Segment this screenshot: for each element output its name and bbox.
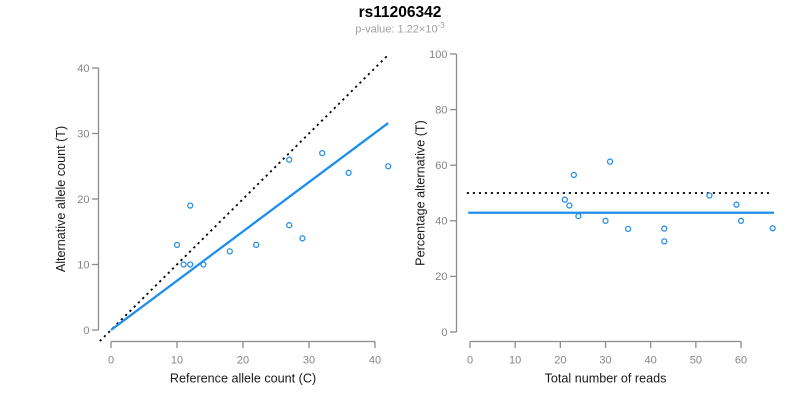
x-tick-label: 30: [303, 355, 315, 367]
data-point: [661, 238, 668, 245]
y-tick-label: 30: [77, 128, 89, 140]
data-point: [187, 202, 194, 209]
data-point: [606, 158, 614, 165]
right-panel: 0 20 40 60 80 100 0 10 20 30 40 50 60 Total number of…: [414, 49, 776, 386]
x-axis-title: Reference allele count (C): [170, 372, 316, 386]
pvalue-text: p-value: 1.22×10: [355, 23, 438, 36]
x-tick-label: 20: [554, 355, 566, 367]
x-tick-label: 60: [735, 355, 747, 367]
x-tick-label: 50: [690, 355, 702, 367]
y-tick-label: 40: [435, 216, 447, 228]
x-tick-label: 0: [467, 355, 473, 367]
data-point: [253, 241, 260, 249]
data-point: [299, 235, 306, 242]
y-tick-label: 20: [77, 194, 89, 206]
data-point: [385, 163, 392, 170]
y-tick-label: 20: [435, 271, 447, 283]
data-point: [187, 261, 194, 268]
data-point: [561, 196, 569, 203]
data-point: [570, 171, 578, 179]
data-point: [180, 261, 187, 268]
x-tick-label: 30: [599, 355, 611, 367]
data-point: [173, 241, 181, 249]
data-point: [200, 261, 207, 268]
x-tick-label: 20: [237, 355, 249, 367]
data-point: [226, 248, 233, 255]
data-point: [345, 169, 352, 176]
y-tick-label: 0: [441, 327, 447, 339]
y-axis-title: Alternative allele count (T): [54, 126, 68, 272]
identity-line: [99, 54, 389, 342]
data-point: [624, 225, 632, 233]
y-tick-label: 10: [77, 259, 89, 271]
x-tick-label: 40: [369, 355, 381, 367]
x-tick-label: 10: [171, 355, 183, 367]
data-point: [706, 192, 713, 199]
y-tick-label: 100: [429, 49, 447, 61]
x-tick-label: 40: [645, 355, 657, 367]
y-tick-label: 60: [435, 160, 447, 172]
data-point: [737, 217, 745, 224]
data-point: [566, 202, 573, 209]
y-tick-label: 40: [77, 63, 89, 75]
figure-subtitle: p-value: 1.22×10-3: [0, 21, 800, 36]
x-axis-title: Total number of reads: [545, 372, 667, 386]
left-panel: 0 10 20 30 40 0 10 20 30 40 Reference allele count…: [54, 54, 392, 386]
y-axis-title: Percentage alternative (T): [414, 120, 428, 266]
fit-line: [110, 122, 389, 331]
data-point: [769, 225, 776, 232]
x-tick-label: 0: [108, 355, 114, 367]
data-point: [286, 156, 293, 163]
y-tick-label: 0: [83, 325, 89, 337]
data-point: [661, 225, 668, 232]
data-point: [286, 222, 293, 229]
pvalue-exponent: -3: [437, 21, 445, 30]
data-point: [602, 217, 609, 224]
x-tick-label: 10: [509, 355, 521, 367]
figure-title: rs11206342: [358, 4, 442, 21]
y-tick-label: 80: [435, 104, 447, 116]
data-point: [733, 201, 740, 208]
data-point: [319, 149, 326, 157]
data-point: [575, 212, 582, 220]
